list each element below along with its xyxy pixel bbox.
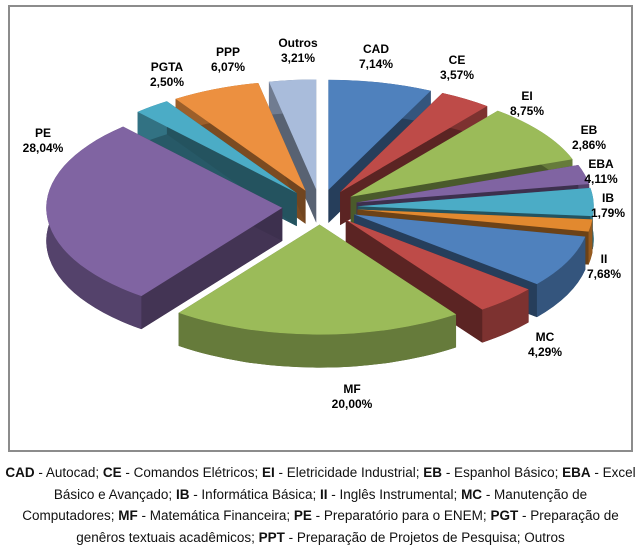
slice-label-name: CAD — [363, 42, 389, 56]
slice-top — [356, 164, 590, 203]
caption-abbr: EBA — [562, 465, 591, 480]
slice-label-percent: 6,07% — [210, 60, 246, 74]
caption-abbr: PPT — [258, 529, 285, 545]
slice-label-name: MC — [535, 330, 555, 344]
caption-abbr: MF — [118, 508, 138, 523]
slice-wall-start — [268, 81, 317, 223]
slice-label-Outros: Outros 3,21% — [278, 36, 317, 66]
caption-text: - Comandos Elétricos; — [121, 465, 262, 480]
slice-label-IB: IB 1,79% — [591, 191, 625, 221]
slice-label-MC: MC 4,29% — [528, 330, 562, 360]
slice-label-percent: 7,14% — [358, 57, 394, 71]
slice-label-CAD: CAD 7,14% — [359, 42, 393, 72]
slice-label-name: EB — [580, 123, 598, 137]
caption-text: - Preparação de Projetos de Pesquisa; Ou… — [284, 529, 565, 545]
slice-label-name: Outros — [278, 36, 318, 50]
slice-top — [268, 79, 317, 190]
slice-label-CE: CE 3,57% — [440, 53, 474, 83]
slice-top — [345, 219, 529, 310]
slice-top — [357, 209, 593, 232]
slice-label-percent: 4,29% — [527, 345, 563, 359]
caption-text: - Excel — [590, 465, 636, 480]
slice-label-name: EBA — [588, 157, 614, 171]
caption-abbr: PGT — [490, 508, 519, 523]
slice-label-EB: EB 2,86% — [572, 123, 606, 153]
slice-label-percent: 4,11% — [584, 172, 618, 186]
slice-label-name: PGTA — [150, 60, 184, 74]
caption-abbr: PE — [293, 508, 312, 523]
slice-label-PPP: PPP 6,07% — [211, 45, 245, 75]
caption-text: - Manutenção de — [482, 486, 588, 502]
slice-label-percent: 28,04% — [22, 141, 64, 155]
caption-text: Computadores; — [22, 508, 119, 523]
slice-label-percent: 3,57% — [439, 68, 475, 82]
slice-label-percent: 2,50% — [149, 75, 185, 89]
caption-text: - Preparação de — [518, 508, 619, 523]
caption-text: - Preparatório para o ENEM; — [311, 508, 491, 523]
slice-top — [175, 82, 306, 191]
pie-slice-PE — [46, 126, 283, 330]
caption-text: - Informática Básica; — [189, 486, 320, 502]
slice-rim — [536, 236, 586, 318]
slice-label-name: IB — [602, 191, 614, 205]
caption-text: - Espanhol Básico; — [442, 465, 563, 480]
caption-abbr: MC — [461, 486, 483, 502]
slice-top — [137, 101, 297, 194]
slice-label-PGTA: PGTA 2,50% — [150, 60, 184, 90]
caption-abbr: CE — [102, 465, 122, 480]
caption-line-3: Computadores; MF - Matemática Financeira… — [0, 505, 641, 527]
caption-text: genêros textuais acadêmicos; — [76, 529, 259, 545]
slice-top — [350, 110, 573, 197]
slice-label-EI: EI 8,75% — [510, 89, 544, 119]
slice-label-percent: 1,79% — [590, 206, 626, 220]
slice-rim — [178, 312, 457, 368]
slice-rim — [482, 289, 529, 343]
caption-line-1: CAD - Autocad; CE - Comandos Elétricos; … — [0, 462, 641, 484]
slice-label-name: MF — [343, 382, 361, 396]
pie-slice-MF — [178, 224, 457, 368]
slice-label-name: II — [600, 252, 608, 266]
slice-wall-start — [141, 207, 283, 330]
caption: CAD - Autocad; CE - Comandos Elétricos; … — [0, 462, 641, 548]
caption-text: - Eletricidade Industrial; — [274, 465, 424, 480]
slice-top — [340, 92, 488, 193]
caption-abbr: IB — [175, 486, 190, 502]
caption-line-4: genêros textuais acadêmicos; PPT - Prepa… — [0, 527, 641, 549]
slice-label-percent: 8,75% — [509, 104, 545, 118]
slice-label-percent: 3,21% — [280, 51, 316, 65]
slice-label-name: PE — [34, 126, 52, 140]
caption-abbr: EB — [423, 465, 443, 480]
caption-text: - Inglês Instrumental; — [327, 486, 462, 502]
slice-label-percent: 2,86% — [571, 138, 607, 152]
caption-text: Básico e Avançado; — [53, 486, 176, 502]
slice-rim — [588, 219, 593, 265]
caption-line-2: Básico e Avançado; IB - Informática Bási… — [0, 484, 641, 506]
slice-label-percent: 7,68% — [586, 267, 622, 281]
slice-label-name: EI — [521, 89, 533, 103]
slice-top — [46, 126, 283, 297]
slice-label-PE: PE 28,04% — [23, 126, 64, 156]
caption-abbr: EI — [261, 465, 275, 480]
caption-text: - Matemática Financeira; — [137, 508, 294, 523]
slice-top — [178, 224, 457, 335]
slice-label-name: CE — [448, 53, 466, 67]
slice-label-MF: MF 20,00% — [332, 382, 373, 412]
slice-label-name: PPP — [215, 45, 240, 59]
slice-label-II: II 7,68% — [587, 252, 621, 282]
slice-label-percent: 20,00% — [331, 397, 373, 411]
slice-label-EBA: EBA 4,11% — [584, 157, 617, 187]
caption-abbr: CAD — [5, 465, 35, 480]
caption-text: - Autocad; — [34, 465, 103, 480]
caption-abbr: II — [319, 486, 328, 502]
slice-top — [357, 187, 594, 217]
slice-top — [328, 79, 431, 190]
slice-top — [354, 214, 586, 285]
